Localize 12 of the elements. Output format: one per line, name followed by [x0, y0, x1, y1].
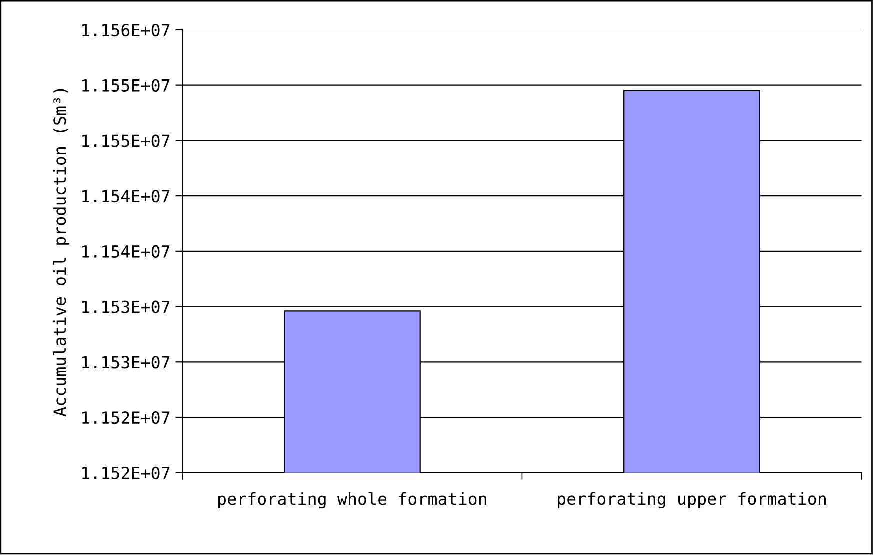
y-tick-label: 1.153E+07: [82, 356, 170, 369]
y-tick-label: 1.156E+07: [82, 24, 170, 37]
x-tick-label: perforating upper formation: [558, 492, 826, 509]
y-tick-label: 1.154E+07: [82, 245, 170, 258]
y-tick-label: 1.152E+07: [82, 412, 170, 424]
x-tick-label: perforating whole formation: [218, 492, 486, 509]
y-tick-label: 1.152E+07: [82, 466, 170, 480]
y-tick-label: 1.153E+07: [82, 300, 170, 314]
y-axis-title: Accumulative oil production (Sm³): [53, 89, 70, 417]
y-tick-label: 1.155E+07: [82, 79, 170, 92]
y-tick-label: 1.154E+07: [82, 190, 170, 203]
y-tick-label: 1.155E+07: [82, 134, 170, 148]
